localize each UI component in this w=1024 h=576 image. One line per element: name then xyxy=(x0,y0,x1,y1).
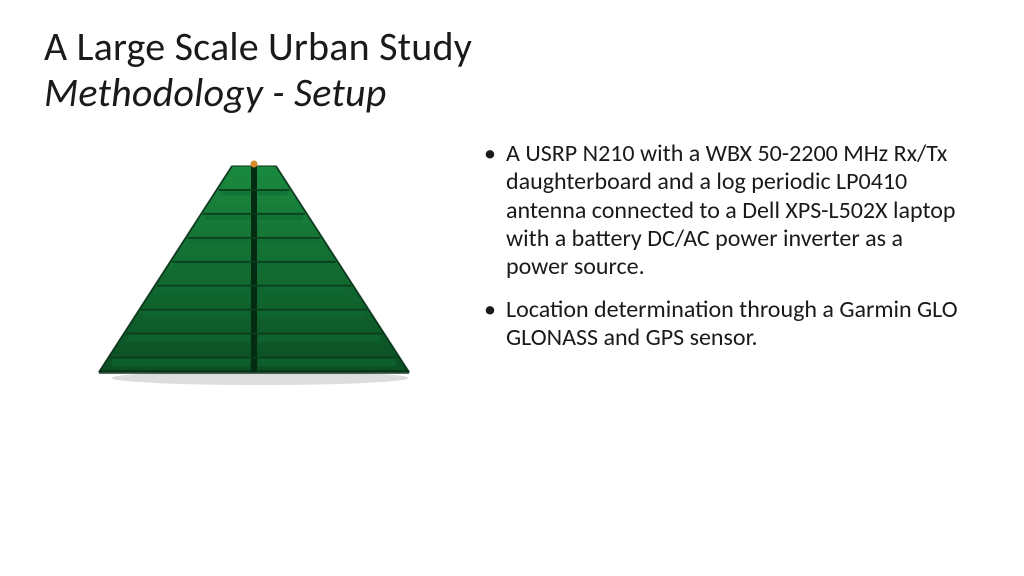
antenna-icon xyxy=(84,152,444,402)
text-column: A USRP N210 with a WBX 50-2200 MHz Rx/Tx… xyxy=(474,140,980,366)
bullet-item: Location determination through a Garmin … xyxy=(482,296,970,353)
body-row: A USRP N210 with a WBX 50-2200 MHz Rx/Tx… xyxy=(44,140,980,407)
bullet-item: A USRP N210 with a WBX 50-2200 MHz Rx/Tx… xyxy=(482,140,970,282)
figure-column xyxy=(44,140,474,407)
title-line-2: Methodology - Setup xyxy=(44,70,980,116)
title-block: A Large Scale Urban Study Methodology - … xyxy=(44,24,980,116)
slide: A Large Scale Urban Study Methodology - … xyxy=(0,0,1024,576)
title-line-1: A Large Scale Urban Study xyxy=(44,24,980,70)
bullet-list: A USRP N210 with a WBX 50-2200 MHz Rx/Tx… xyxy=(482,140,970,352)
